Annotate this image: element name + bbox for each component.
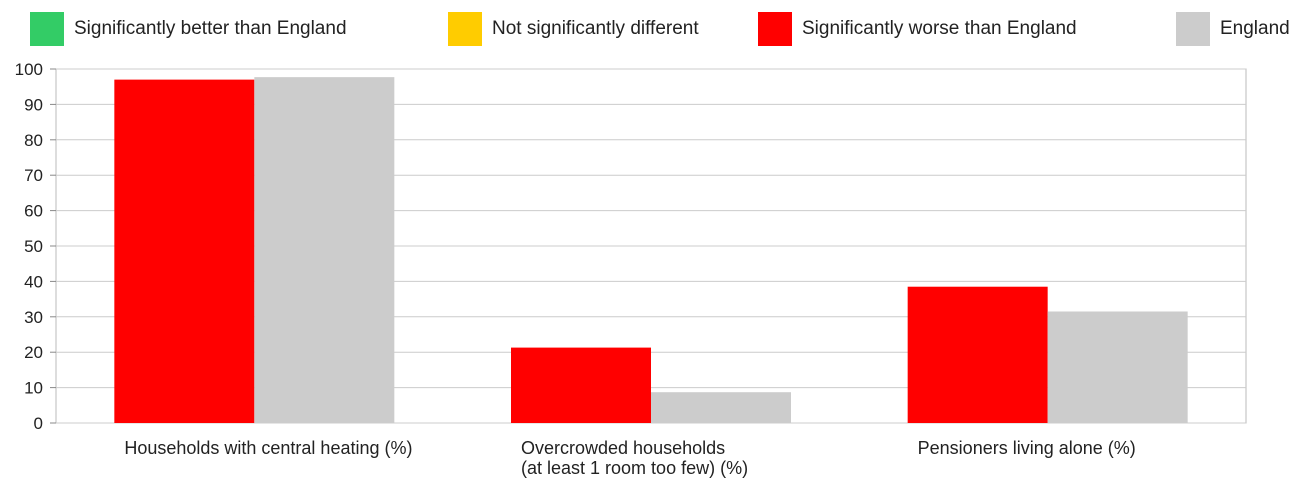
y-tick-label: 40 — [24, 272, 43, 291]
legend-item-england: England — [1176, 12, 1290, 46]
legend-label-not-different: Not significantly different — [492, 18, 699, 39]
y-tick-label: 30 — [24, 308, 43, 327]
bar-area-1 — [511, 347, 651, 423]
legend-swatch-not-different — [448, 12, 482, 46]
y-tick-label: 10 — [24, 379, 43, 398]
legend-item-better: Significantly better than England — [30, 12, 347, 46]
legend-swatch-better — [30, 12, 64, 46]
bar-area-2 — [907, 286, 1048, 423]
legend-label-worse: Significantly worse than England — [802, 18, 1077, 39]
y-tick-label: 60 — [24, 202, 43, 221]
legend-label-better: Significantly better than England — [74, 18, 347, 39]
x-category-label: Households with central heating (%) — [124, 438, 412, 458]
bar-area-0 — [114, 79, 255, 424]
legend-label-england: England — [1220, 18, 1290, 39]
legend-item-worse: Significantly worse than England — [758, 12, 1077, 46]
y-tick-label: 50 — [24, 237, 43, 256]
y-tick-label: 0 — [34, 414, 43, 433]
y-tick-label: 100 — [15, 60, 43, 79]
legend-swatch-worse — [758, 12, 792, 46]
bar-england-2 — [1047, 311, 1188, 423]
y-tick-label: 70 — [24, 166, 43, 185]
y-tick-label: 80 — [24, 131, 43, 150]
bar-england-0 — [254, 77, 395, 423]
y-tick-label: 90 — [24, 95, 43, 114]
x-category-label: (at least 1 room too few) (%) — [521, 458, 748, 478]
legend-item-not-different: Not significantly different — [448, 12, 699, 46]
x-category-label: Overcrowded households — [521, 438, 725, 458]
bar-england-1 — [651, 392, 791, 423]
x-category-label: Pensioners living alone (%) — [918, 438, 1136, 458]
legend-swatch-england — [1176, 12, 1210, 46]
y-tick-label: 20 — [24, 343, 43, 362]
